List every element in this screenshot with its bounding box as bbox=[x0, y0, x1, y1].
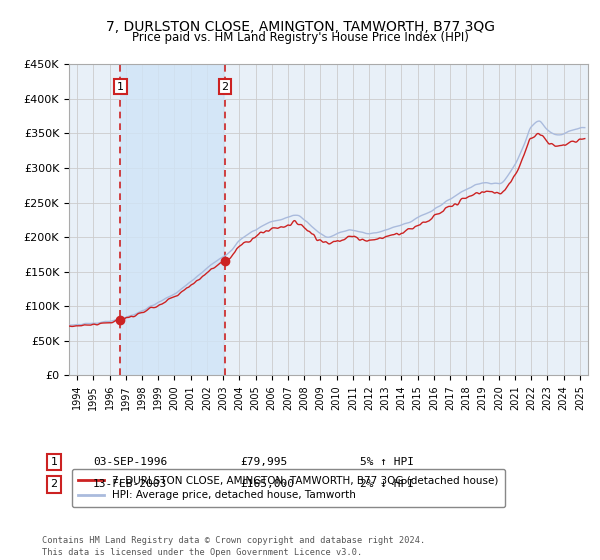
Text: 2% ↓ HPI: 2% ↓ HPI bbox=[360, 479, 414, 489]
Text: 2: 2 bbox=[50, 479, 58, 489]
Text: 1: 1 bbox=[117, 82, 124, 91]
Text: 1: 1 bbox=[50, 457, 58, 467]
Text: £79,995: £79,995 bbox=[240, 457, 287, 467]
Text: 03-SEP-1996: 03-SEP-1996 bbox=[93, 457, 167, 467]
Text: 13-FEB-2003: 13-FEB-2003 bbox=[93, 479, 167, 489]
Text: 2: 2 bbox=[221, 82, 229, 91]
Text: Contains HM Land Registry data © Crown copyright and database right 2024.
This d: Contains HM Land Registry data © Crown c… bbox=[42, 536, 425, 557]
Legend: 7, DURLSTON CLOSE, AMINGTON, TAMWORTH, B77 3QG (detached house), HPI: Average pr: 7, DURLSTON CLOSE, AMINGTON, TAMWORTH, B… bbox=[71, 469, 505, 507]
Text: 5% ↑ HPI: 5% ↑ HPI bbox=[360, 457, 414, 467]
Text: Price paid vs. HM Land Registry's House Price Index (HPI): Price paid vs. HM Land Registry's House … bbox=[131, 31, 469, 44]
Text: £165,000: £165,000 bbox=[240, 479, 294, 489]
Bar bbox=[121, 64, 225, 375]
Text: 7, DURLSTON CLOSE, AMINGTON, TAMWORTH, B77 3QG: 7, DURLSTON CLOSE, AMINGTON, TAMWORTH, B… bbox=[106, 20, 494, 34]
